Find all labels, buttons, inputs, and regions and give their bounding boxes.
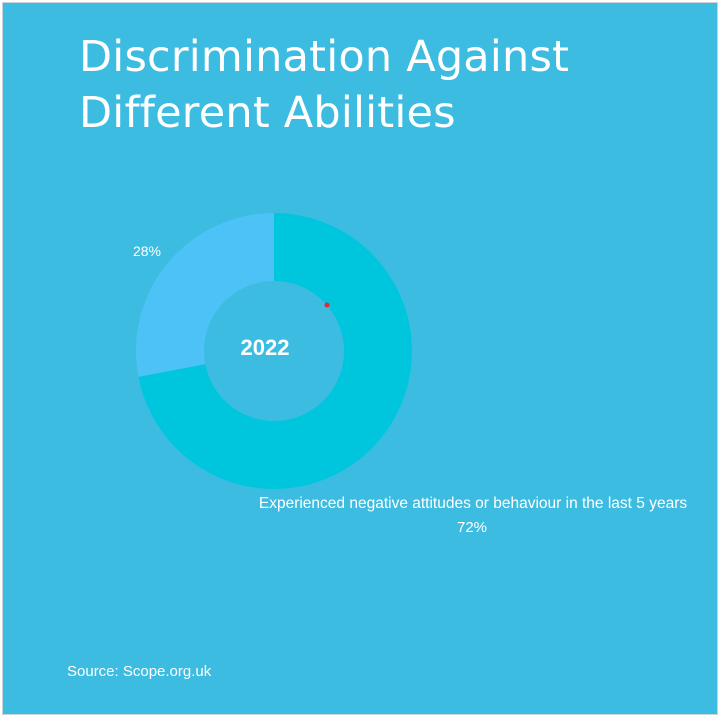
donut-slices — [136, 213, 412, 490]
donut-slice-28 — [136, 213, 274, 377]
donut-slice-72 — [138, 213, 412, 490]
center-label: 2022 — [241, 335, 290, 360]
slice-description-label: Experienced negative attitudes or behavi… — [259, 495, 687, 512]
slice-value-label-28: 28% — [133, 243, 161, 259]
marker-dot — [324, 302, 330, 308]
source-note: Source: Scope.org.uk — [67, 663, 212, 680]
slice-value-label-72: 72% — [457, 519, 487, 536]
donut-chart: 2022 28% Experienced negative attitudes … — [133, 213, 687, 536]
chart-title: Discrimination Against Different Abiliti… — [79, 32, 570, 138]
